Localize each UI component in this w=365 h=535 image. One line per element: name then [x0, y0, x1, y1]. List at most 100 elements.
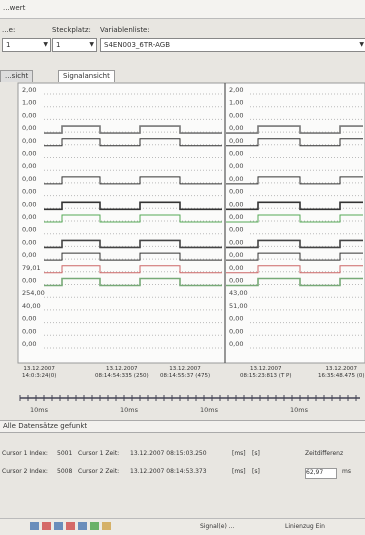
- scale-label: 0,00: [22, 162, 36, 170]
- cursor-time-label: Cursor 2 Zeit:: [78, 468, 120, 475]
- selector-label: Variablenliste:: [100, 26, 150, 34]
- cursor-unit2: [s]: [252, 468, 260, 475]
- scale-label: 0,00: [22, 124, 36, 132]
- difference-value: 62,97: [305, 468, 337, 479]
- scale-label: 0,00: [22, 251, 36, 259]
- scale-label: 40,00: [22, 302, 41, 310]
- trace: [226, 239, 363, 249]
- selector-label: Steckplatz:: [52, 26, 91, 34]
- title-bar: ...wert: [0, 0, 365, 19]
- tab[interactable]: Signalansicht: [58, 70, 115, 82]
- time-label: 13.12.2007 08:14:54:335 (250): [95, 366, 149, 379]
- axis-label: 10ms: [290, 406, 309, 414]
- scale-label: 0,00: [229, 327, 243, 335]
- scale-label: 0,00: [229, 162, 243, 170]
- trace: [226, 277, 363, 287]
- trace: [44, 265, 222, 274]
- scale-label: 0,00: [22, 277, 36, 285]
- scale-label: 0,00: [22, 213, 36, 221]
- cursor-index: 5008: [57, 468, 73, 475]
- toolbar-item[interactable]: Linienzug Ein: [285, 523, 325, 530]
- trace: [226, 138, 363, 147]
- dropdown-value: S4EN003_6TR-AGB: [104, 41, 170, 49]
- toolbar-item[interactable]: Signal(e) ...: [200, 523, 235, 530]
- scale-label: 51,00: [229, 302, 248, 310]
- time-label: 13.12.2007 16:35:48.475 (0): [318, 366, 365, 379]
- scale-label: 1,00: [229, 99, 243, 107]
- status: Alle Datensätze gefunkt: [0, 420, 365, 433]
- trace: [44, 201, 222, 211]
- cursor-index: 5001: [57, 450, 73, 457]
- cursor-index-label: Cursor 2 Index:: [2, 468, 48, 475]
- toolbar-button[interactable]: [102, 522, 111, 530]
- axis-label: 10ms: [30, 406, 49, 414]
- dropdown-arrow: ▼: [43, 41, 48, 48]
- scale-label: 0,00: [229, 188, 243, 196]
- trace: [226, 176, 363, 185]
- dropdown[interactable]: S4EN003_6TR-AGB ▼: [100, 38, 365, 52]
- toolbar-button[interactable]: [54, 522, 63, 530]
- cursor-unit: [ms]: [232, 450, 246, 457]
- scale-label: 0,00: [22, 111, 36, 119]
- toolbar-button[interactable]: [66, 522, 75, 530]
- scale-label: 0,00: [229, 111, 243, 119]
- scale-label: 0,00: [22, 188, 36, 196]
- cursor-index-label: Cursor 1 Index:: [2, 450, 48, 457]
- scale-label: 0,00: [22, 150, 36, 158]
- trace: [226, 252, 363, 261]
- trace: [226, 265, 363, 274]
- time-label: 13.12.2007 08:15:23:813 (T P): [240, 366, 292, 379]
- trace: [44, 277, 222, 287]
- dropdown-arrow: ▼: [359, 41, 364, 48]
- scale-label: 0,00: [22, 238, 36, 246]
- scale-label: 0,00: [229, 315, 243, 323]
- tab[interactable]: ...sicht: [0, 70, 34, 82]
- scale-label: 0,00: [22, 226, 36, 234]
- toolbar-button[interactable]: [42, 522, 51, 530]
- toolbar-button[interactable]: [30, 522, 39, 530]
- scale-label: 0,00: [22, 200, 36, 208]
- scale-label: 0,00: [229, 264, 243, 272]
- selector-label: ...e:: [2, 26, 16, 34]
- scale-label: 0,00: [229, 175, 243, 183]
- scale-label: 0,00: [229, 150, 243, 158]
- dropdown[interactable]: 1 ▼: [2, 38, 51, 52]
- scale-label: 0,00: [229, 238, 243, 246]
- dropdown[interactable]: 1 ▼: [52, 38, 97, 52]
- scale-label: 2,00: [22, 86, 36, 94]
- window-title: ...wert: [3, 4, 26, 12]
- dropdown-arrow: ▼: [89, 41, 94, 48]
- toolbar-button[interactable]: [78, 522, 87, 530]
- trace: [44, 125, 222, 134]
- cursor-unit: [ms]: [232, 468, 246, 475]
- difference-unit: ms: [342, 468, 351, 475]
- trace: [44, 138, 222, 147]
- scale-label: 79,01: [22, 264, 41, 272]
- cursor-time: 13.12.2007 08:14:53.373: [130, 468, 207, 475]
- scale-label: 254,00: [22, 289, 45, 297]
- scale-label: 0,00: [229, 226, 243, 234]
- scale-label: 0,00: [229, 124, 243, 132]
- scale-label: 0,00: [229, 200, 243, 208]
- scale-label: 0,00: [22, 327, 36, 335]
- axis-label: 10ms: [120, 406, 139, 414]
- scale-label: 43,00: [229, 289, 248, 297]
- time-label: 13.12.2007 14:0:3:24(0): [22, 366, 57, 379]
- scale-label: 1,00: [22, 99, 36, 107]
- trace: [226, 214, 363, 223]
- axis-label: 10ms: [200, 406, 219, 414]
- toolbar-button[interactable]: [90, 522, 99, 530]
- difference-label: Zeitdifferenz: [305, 450, 344, 457]
- cursor-unit2: [s]: [252, 450, 260, 457]
- dropdown-value: 1: [56, 41, 61, 49]
- scale-label: 0,00: [22, 175, 36, 183]
- trace: [226, 125, 363, 134]
- trace: [44, 239, 222, 249]
- time-label: 13.12.2007 08:14:55:37 (475): [160, 366, 211, 379]
- scale-label: 2,00: [229, 86, 243, 94]
- scale-label: 0,00: [229, 251, 243, 259]
- scale-label: 0,00: [22, 137, 36, 145]
